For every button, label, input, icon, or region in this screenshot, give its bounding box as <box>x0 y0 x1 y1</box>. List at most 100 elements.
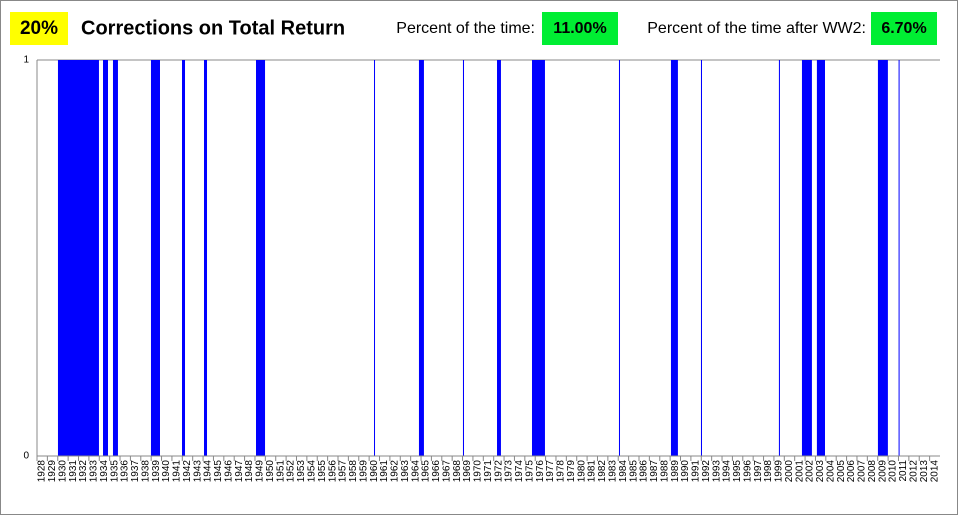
badge: 20% <box>20 18 58 39</box>
bar <box>204 60 208 456</box>
x-tick-label: 1983 <box>608 460 619 483</box>
y-tick-label: 1 <box>23 55 29 66</box>
x-tick-label: 2012 <box>909 460 920 483</box>
x-tick-label: 1955 <box>317 460 328 483</box>
x-tick-label: 2005 <box>836 460 847 483</box>
bar <box>778 60 780 456</box>
bar <box>57 60 99 456</box>
x-tick-label: 1947 <box>234 460 245 483</box>
x-tick-label: 1989 <box>670 460 681 483</box>
stat-box <box>542 12 618 45</box>
x-tick-label: 1933 <box>89 460 100 483</box>
x-tick-label: 2001 <box>794 460 805 483</box>
bar <box>801 60 812 456</box>
x-tick-label: 1930 <box>57 460 68 483</box>
x-tick-label: 1951 <box>275 460 286 483</box>
x-tick-label: 1957 <box>338 460 349 483</box>
x-tick-label: 1928 <box>37 460 48 483</box>
stat-label: Percent of the time: <box>396 20 535 37</box>
x-tick-label: 2011 <box>898 460 909 482</box>
x-tick-label: 1982 <box>597 460 608 483</box>
bar <box>898 60 900 456</box>
x-tick-label: 1950 <box>265 460 276 483</box>
x-tick-label: 1963 <box>400 460 411 483</box>
x-tick-label: 1932 <box>78 460 89 483</box>
x-tick-label: 1965 <box>421 460 432 483</box>
x-tick-label: 1953 <box>296 460 307 483</box>
bar <box>700 60 703 456</box>
x-tick-label: 2007 <box>857 460 868 483</box>
x-tick-label: 1997 <box>753 460 764 483</box>
x-tick-label: 1992 <box>701 460 712 483</box>
x-tick-label: 1977 <box>545 460 556 483</box>
x-tick-label: 1935 <box>109 460 120 483</box>
x-tick-label: 1943 <box>192 460 203 483</box>
bar <box>497 60 501 456</box>
x-tick-label: 2003 <box>815 460 826 483</box>
bar <box>256 60 266 456</box>
x-tick-label: 1979 <box>566 460 577 483</box>
x-tick-label: 1976 <box>535 460 546 483</box>
x-tick-label: 1971 <box>483 460 494 483</box>
x-tick-label: 2002 <box>805 460 816 483</box>
x-tick-label: 1999 <box>774 460 785 483</box>
x-tick-label: 1934 <box>99 460 110 483</box>
x-tick-label: 1959 <box>358 460 369 483</box>
x-tick-label: 2004 <box>825 460 836 483</box>
x-tick-label: 1929 <box>47 460 58 483</box>
x-tick-label: 1948 <box>244 460 255 483</box>
x-tick-label: 1958 <box>348 460 359 483</box>
x-tick-label: 1993 <box>711 460 722 483</box>
bar <box>816 60 825 456</box>
x-tick-label: 1940 <box>161 460 172 483</box>
stat-value: 6.70% <box>881 20 926 37</box>
x-tick-label: 1975 <box>524 460 535 483</box>
x-tick-label: 1966 <box>431 460 442 483</box>
x-tick-label: 2000 <box>784 460 795 483</box>
bar <box>670 60 678 456</box>
x-tick-label: 1970 <box>473 460 484 483</box>
x-tick-label: 1990 <box>680 460 691 483</box>
x-tick-label: 1984 <box>618 460 629 483</box>
x-tick-label: 1968 <box>452 460 463 483</box>
x-tick-label: 1937 <box>130 460 141 483</box>
bar <box>618 60 621 456</box>
x-tick-label: 2010 <box>888 460 899 483</box>
x-tick-label: 1954 <box>307 460 318 483</box>
x-tick-label: 1967 <box>441 460 452 483</box>
bar <box>150 60 160 456</box>
x-tick-label: 1987 <box>649 460 660 483</box>
bar <box>112 60 118 456</box>
x-tick-label: 1996 <box>742 460 753 483</box>
x-tick-label: 1991 <box>691 460 702 483</box>
x-tick-label: 1949 <box>255 460 266 483</box>
x-tick-label: 1961 <box>379 460 390 483</box>
x-tick-label: 1962 <box>390 460 401 483</box>
x-tick-label: 1995 <box>732 460 743 483</box>
x-tick-label: 1986 <box>639 460 650 483</box>
x-tick-label: 1964 <box>410 460 421 483</box>
x-tick-label: 1974 <box>514 460 525 483</box>
x-tick-label: 2013 <box>919 460 930 483</box>
stat-value: 11.00% <box>553 20 606 37</box>
chart-title: Corrections on Total Return <box>81 17 345 39</box>
bar <box>103 60 108 456</box>
x-tick-label: 1981 <box>587 460 598 483</box>
x-tick-label: 1939 <box>151 460 162 483</box>
x-tick-label: 1938 <box>140 460 151 483</box>
bar <box>877 60 888 456</box>
x-tick-label: 1944 <box>203 460 214 483</box>
x-tick-label: 2009 <box>877 460 888 483</box>
x-tick-label: 1969 <box>462 460 473 483</box>
x-tick-label: 1945 <box>213 460 224 483</box>
bar <box>181 60 186 456</box>
x-tick-label: 2014 <box>929 460 940 483</box>
x-tick-label: 1994 <box>722 460 733 483</box>
x-tick-label: 1980 <box>576 460 587 483</box>
x-tick-label: 1978 <box>556 460 567 483</box>
bar <box>462 60 465 456</box>
x-tick-label: 1941 <box>172 460 183 483</box>
bar <box>418 60 424 456</box>
